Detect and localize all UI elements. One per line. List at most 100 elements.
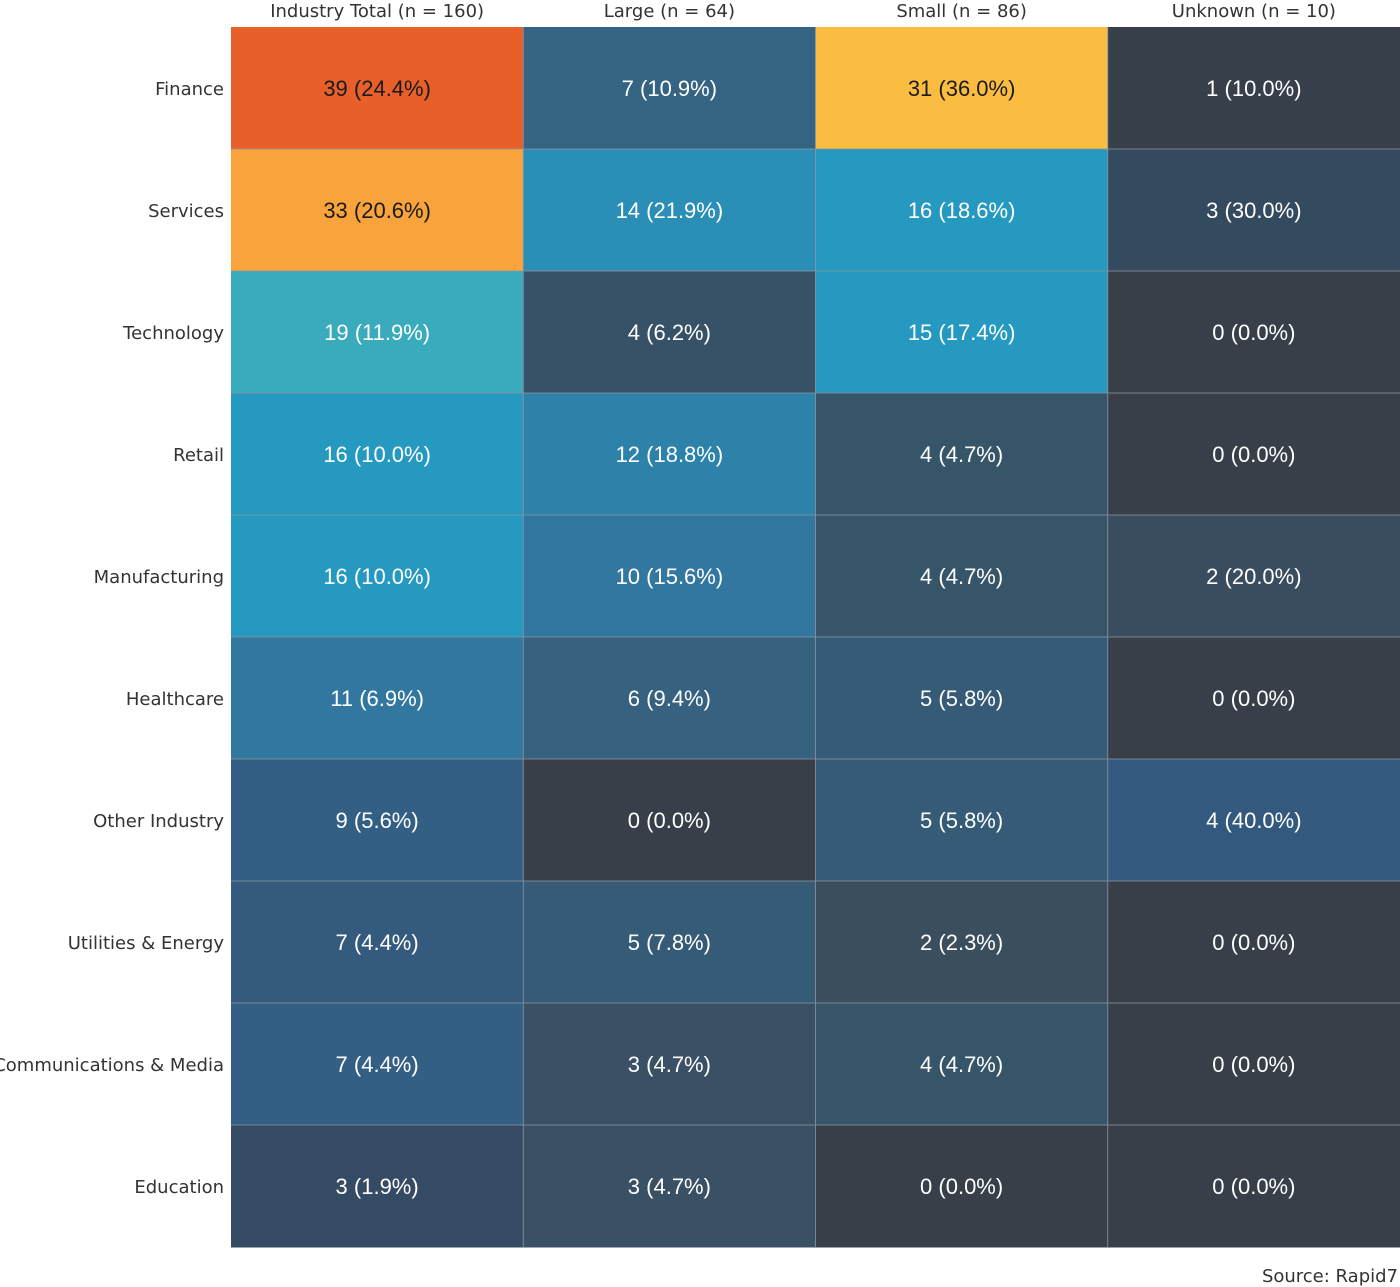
cell-value-label: 3 (30.0%) bbox=[1206, 198, 1301, 223]
cell-value-label: 12 (18.8%) bbox=[616, 442, 724, 467]
heatmap-cell bbox=[815, 271, 1109, 394]
row-label: Services bbox=[148, 201, 224, 222]
cell-value-label: 4 (40.0%) bbox=[1206, 808, 1301, 833]
heatmap-cell bbox=[231, 271, 524, 394]
column-labels: Industry Total (n = 160) Large (n = 64) Sm… bbox=[270, 1, 1336, 22]
heatmap-cell bbox=[523, 637, 816, 760]
cell-value-label: 0 (0.0%) bbox=[628, 808, 711, 833]
heatmap-cell bbox=[231, 1125, 524, 1248]
heatmap-cell bbox=[1107, 881, 1400, 1004]
heatmap-cell bbox=[523, 515, 816, 638]
cell-value-label: 7 (4.4%) bbox=[336, 1052, 419, 1077]
heatmap-grid-lines bbox=[231, 27, 1400, 1247]
cell-value-label: 16 (10.0%) bbox=[323, 564, 431, 589]
cell-value-label: 4 (4.7%) bbox=[920, 442, 1003, 467]
heatmap-cell bbox=[523, 393, 816, 516]
heatmap-cell bbox=[1107, 515, 1400, 638]
heatmap-cell bbox=[231, 881, 524, 1004]
cell-value-label: 0 (0.0%) bbox=[1212, 1052, 1295, 1077]
heatmap-cell bbox=[231, 27, 524, 150]
row-label: Other Industry bbox=[93, 811, 224, 832]
heatmap-cell bbox=[1107, 637, 1400, 760]
cell-value-label: 6 (9.4%) bbox=[628, 686, 711, 711]
row-label: Education bbox=[134, 1177, 224, 1198]
cell-value-label: 4 (6.2%) bbox=[628, 320, 711, 345]
heatmap-cell bbox=[523, 149, 816, 272]
cell-value-label: 7 (4.4%) bbox=[336, 930, 419, 955]
column-label: Industry Total (n = 160) bbox=[270, 1, 484, 22]
heatmap-cell bbox=[815, 515, 1109, 638]
cell-value-label: 14 (21.9%) bbox=[616, 198, 724, 223]
heatmap-cell bbox=[1107, 149, 1400, 272]
heatmap-cell bbox=[523, 1125, 816, 1248]
column-label: Small (n = 86) bbox=[896, 1, 1027, 22]
heatmap-cell bbox=[231, 149, 524, 272]
row-label: Utilities & Energy bbox=[68, 933, 225, 954]
cell-value-label: 10 (15.6%) bbox=[616, 564, 724, 589]
row-label: Manufacturing bbox=[94, 567, 224, 588]
column-label: Unknown (n = 10) bbox=[1172, 1, 1336, 22]
row-label: Healthcare bbox=[126, 689, 224, 710]
cell-value-label: 5 (7.8%) bbox=[628, 930, 711, 955]
cell-value-label: 2 (2.3%) bbox=[920, 930, 1003, 955]
heatmap-cell bbox=[1107, 271, 1400, 394]
cell-value-label: 16 (10.0%) bbox=[323, 442, 431, 467]
heatmap-cell bbox=[231, 515, 524, 638]
column-label: Large (n = 64) bbox=[604, 1, 735, 22]
row-label: Communications & Media bbox=[0, 1055, 224, 1076]
heatmap-cell bbox=[815, 149, 1109, 272]
heatmap-cell bbox=[523, 271, 816, 394]
cell-value-label: 5 (5.8%) bbox=[920, 686, 1003, 711]
heatmap-cell bbox=[523, 27, 816, 150]
cell-value-label: 4 (4.7%) bbox=[920, 1052, 1003, 1077]
cell-value-label: 5 (5.8%) bbox=[920, 808, 1003, 833]
heatmap-cell bbox=[523, 759, 816, 882]
heatmap-cell bbox=[1107, 27, 1400, 150]
cell-value-label: 0 (0.0%) bbox=[1212, 930, 1295, 955]
cell-value-label: 7 (10.9%) bbox=[622, 76, 717, 101]
cell-value-label: 3 (4.7%) bbox=[628, 1052, 711, 1077]
heatmap-cells bbox=[231, 27, 1400, 1248]
heatmap-cell bbox=[815, 1003, 1109, 1126]
heatmap-cell-labels: 39 (24.4%) 7 (10.9%) 31 (36.0%) 1 (10.0%) 33… bbox=[323, 76, 1301, 1199]
row-label: Finance bbox=[155, 79, 224, 100]
cell-value-label: 2 (20.0%) bbox=[1206, 564, 1301, 589]
heatmap-cell bbox=[815, 637, 1109, 760]
heatmap-cell bbox=[1107, 759, 1400, 882]
heatmap-cell bbox=[523, 1003, 816, 1126]
cell-value-label: 0 (0.0%) bbox=[1212, 686, 1295, 711]
heatmap-cell bbox=[1107, 393, 1400, 516]
heatmap-cell bbox=[815, 759, 1109, 882]
heatmap-cell bbox=[1107, 1125, 1400, 1248]
cell-value-label: 3 (1.9%) bbox=[336, 1174, 419, 1199]
cell-value-label: 0 (0.0%) bbox=[1212, 320, 1295, 345]
heatmap-cell bbox=[1107, 1003, 1400, 1126]
cell-value-label: 31 (36.0%) bbox=[908, 76, 1016, 101]
row-label: Retail bbox=[173, 445, 224, 466]
heatmap-cell bbox=[523, 881, 816, 1004]
heatmap-cell bbox=[815, 27, 1109, 150]
heatmap-cell bbox=[231, 1003, 524, 1126]
cell-value-label: 39 (24.4%) bbox=[323, 76, 431, 101]
cell-value-label: 11 (6.9%) bbox=[330, 686, 424, 711]
heatmap-cell bbox=[231, 393, 524, 516]
cell-value-label: 0 (0.0%) bbox=[1212, 442, 1295, 467]
heatmap-cell bbox=[231, 637, 524, 760]
row-label: Technology bbox=[122, 323, 224, 344]
heatmap-cell bbox=[815, 393, 1109, 516]
cell-value-label: 0 (0.0%) bbox=[1212, 1174, 1295, 1199]
row-labels: Finance Services Technology Retail Manufactu… bbox=[0, 79, 224, 1198]
cell-value-label: 1 (10.0%) bbox=[1206, 76, 1301, 101]
cell-value-label: 0 (0.0%) bbox=[920, 1174, 1003, 1199]
heatmap-cell bbox=[815, 881, 1109, 1004]
cell-value-label: 3 (4.7%) bbox=[628, 1174, 711, 1199]
cell-value-label: 15 (17.4%) bbox=[908, 320, 1016, 345]
cell-value-label: 19 (11.9%) bbox=[324, 320, 430, 345]
cell-value-label: 9 (5.6%) bbox=[336, 808, 419, 833]
heatmap-cell bbox=[815, 1125, 1109, 1248]
heatmap-cell bbox=[231, 759, 524, 882]
cell-value-label: 33 (20.6%) bbox=[323, 198, 431, 223]
cell-value-label: 16 (18.6%) bbox=[908, 198, 1016, 223]
source-note: Source: Rapid7 bbox=[1262, 1266, 1398, 1287]
